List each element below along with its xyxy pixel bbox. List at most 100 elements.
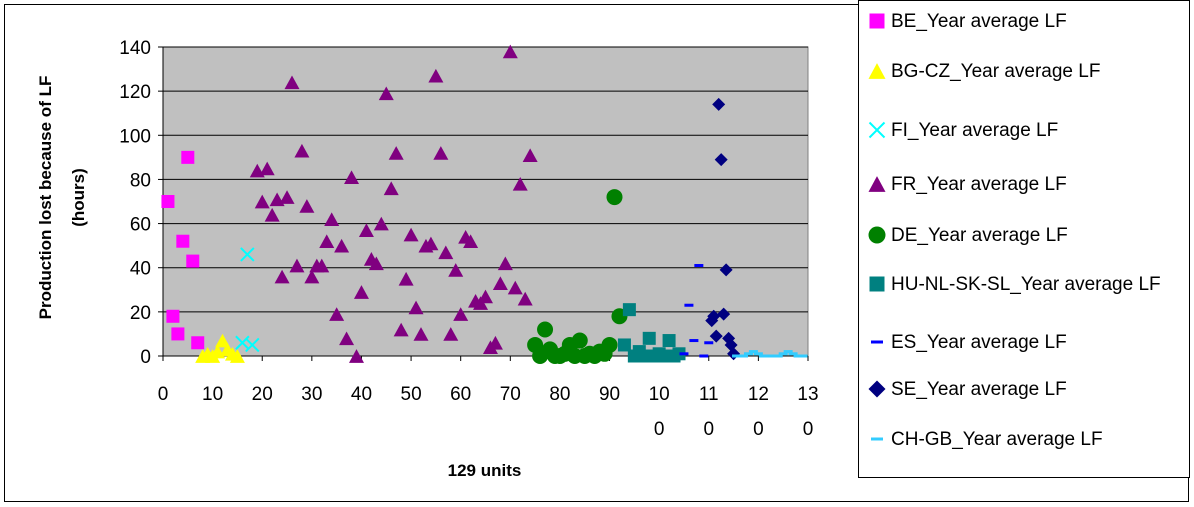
data-point-triangle bbox=[398, 271, 414, 286]
data-point-square bbox=[176, 234, 190, 248]
data-point-triangle bbox=[502, 44, 518, 59]
data-point-triangle bbox=[229, 349, 245, 363]
legend-label: BE_Year average LF bbox=[891, 11, 1067, 32]
legend-item: FI_Year average LF bbox=[867, 120, 1171, 141]
data-point-circle bbox=[601, 336, 618, 353]
data-point-dash bbox=[758, 354, 768, 358]
data-point-triangle bbox=[433, 146, 449, 160]
legend-item: FR_Year average LF bbox=[867, 174, 1171, 195]
data-point-dash bbox=[768, 354, 778, 358]
y-tick-label: 60 bbox=[130, 215, 151, 236]
legend-marker-icon bbox=[868, 226, 886, 244]
data-point-triangle bbox=[259, 161, 275, 176]
y-tick-label: 120 bbox=[119, 82, 151, 103]
data-point-dash bbox=[704, 341, 714, 345]
data-point-square bbox=[191, 336, 205, 350]
data-point-triangle bbox=[478, 289, 493, 304]
data-point-triangle bbox=[443, 327, 459, 341]
legend-item: HU-NL-SK-SL_Year average LF bbox=[867, 274, 1171, 295]
legend-marker-icon bbox=[871, 340, 883, 344]
data-point-triangle bbox=[329, 307, 345, 321]
data-point-diamond bbox=[719, 263, 733, 277]
legend-label: DE_Year average LF bbox=[891, 225, 1068, 246]
legend-marker-shape bbox=[868, 63, 886, 79]
data-point-triangle bbox=[413, 327, 429, 341]
data-point-triangle bbox=[334, 238, 350, 253]
data-point-triangle bbox=[368, 256, 384, 271]
legend-label: CH-GB_Year average LF bbox=[891, 429, 1103, 450]
data-point-dash bbox=[763, 354, 773, 358]
data-point-triangle bbox=[324, 212, 340, 226]
legend-marker-icon bbox=[868, 63, 886, 79]
legend-marker-shape bbox=[869, 276, 885, 292]
data-point-dash bbox=[753, 352, 763, 356]
data-point-triangle bbox=[487, 335, 503, 350]
data-point-triangle bbox=[314, 258, 330, 273]
data-point-dash bbox=[793, 354, 803, 358]
data-point-square bbox=[657, 349, 671, 363]
data-point-dash bbox=[699, 354, 709, 358]
data-point-square bbox=[642, 331, 656, 345]
data-point-square bbox=[171, 327, 185, 341]
legend-marker-shape bbox=[868, 226, 886, 244]
x-tick-label: 11 0 bbox=[699, 384, 719, 440]
data-point-triangle bbox=[512, 177, 528, 191]
data-point-dash bbox=[743, 352, 753, 356]
x-tick-label: 20 bbox=[252, 384, 273, 405]
data-point-dash bbox=[694, 264, 704, 268]
data-point-dash bbox=[783, 350, 793, 354]
y-tick-label: 40 bbox=[130, 259, 151, 280]
legend-item: ES_Year average LF bbox=[867, 332, 1171, 353]
data-point-dash bbox=[798, 354, 808, 358]
data-point-triangle bbox=[507, 280, 523, 295]
x-tick-label: 10 0 bbox=[649, 384, 670, 440]
data-point-triangle bbox=[215, 333, 231, 348]
x-tick-label: 40 bbox=[351, 384, 372, 405]
data-point-triangle bbox=[408, 300, 424, 315]
data-point-triangle bbox=[492, 276, 508, 290]
data-point-diamond bbox=[707, 309, 721, 323]
legend-marker-shape bbox=[869, 13, 885, 29]
legend-marker-icon bbox=[868, 121, 886, 139]
legend-item: DE_Year average LF bbox=[867, 225, 1171, 246]
data-point-triangle bbox=[378, 86, 394, 101]
legend-label: BG-CZ_Year average LF bbox=[891, 61, 1101, 82]
legend-item: CH-GB_Year average LF bbox=[867, 429, 1171, 450]
data-point-triangle bbox=[373, 216, 389, 231]
legend-item: SE_Year average LF bbox=[867, 379, 1171, 400]
data-point-triangle bbox=[264, 207, 280, 222]
x-tick-label: 80 bbox=[549, 384, 570, 405]
data-point-triangle bbox=[497, 256, 513, 271]
data-point-triangle bbox=[294, 143, 310, 158]
legend-marker-shape bbox=[871, 437, 883, 441]
legend-label: FI_Year average LF bbox=[891, 120, 1059, 141]
data-point-dash bbox=[684, 303, 694, 307]
legend-marker-shape bbox=[871, 340, 883, 344]
data-point-dash bbox=[748, 350, 758, 354]
data-point-triangle bbox=[274, 269, 290, 284]
x-tick-label: 70 bbox=[500, 384, 521, 405]
legend-item: BG-CZ_Year average LF bbox=[867, 61, 1171, 82]
data-point-triangle bbox=[279, 190, 295, 204]
legend-marker-shape bbox=[868, 121, 886, 139]
data-point-triangle bbox=[284, 75, 300, 90]
data-point-circle bbox=[537, 321, 554, 338]
legend-item: BE_Year average LF bbox=[867, 11, 1171, 32]
x-tick-label: 90 bbox=[599, 384, 620, 405]
data-point-triangle bbox=[522, 148, 538, 162]
x-tick-label: 30 bbox=[301, 384, 322, 405]
legend-marker-icon bbox=[869, 13, 885, 29]
data-point-square bbox=[617, 338, 631, 352]
data-point-triangle bbox=[463, 234, 479, 249]
legend-marker-shape bbox=[868, 380, 886, 398]
chart-plot: 0 20 40 60 80 100 120 140 0 10 20 30 40 50 60 70 80 90 10 0… bbox=[36, 38, 819, 480]
x-tick-label: 10 bbox=[202, 384, 223, 405]
legend-label: HU-NL-SK-SL_Year average LF bbox=[891, 274, 1161, 295]
data-point-dash bbox=[689, 339, 699, 343]
data-point-triangle bbox=[349, 349, 364, 363]
y-tick-label: 140 bbox=[119, 38, 151, 59]
y-tick-label: 20 bbox=[130, 303, 151, 324]
data-point-triangle bbox=[289, 258, 305, 273]
x-tick-label: 0 bbox=[158, 384, 169, 405]
data-point-triangle bbox=[344, 170, 360, 185]
